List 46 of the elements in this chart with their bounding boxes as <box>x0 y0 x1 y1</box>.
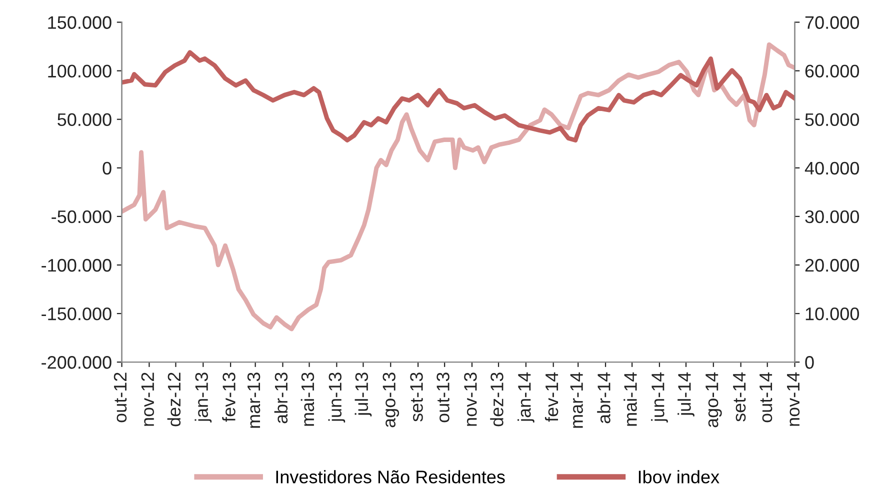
x-tick-label: set-13 <box>410 372 423 422</box>
x-tick-label: abr-14 <box>597 372 610 424</box>
x-tick-label: ago-13 <box>382 372 400 428</box>
x-tick-label: jan-14 <box>518 372 534 422</box>
x-tick-label: jul-13 <box>354 372 372 416</box>
x-tick-label: mai-14 <box>624 372 637 426</box>
legend-label: Ibov index <box>638 470 720 484</box>
x-tick-label: out-13 <box>436 372 450 422</box>
x-tick-label: jun-14 <box>651 372 668 422</box>
y2-tick-label: 70.000 <box>805 16 860 29</box>
x-tick-label: fev-14 <box>544 372 558 422</box>
x-tick-label: ago-14 <box>706 372 722 428</box>
x-tick-label: out-14 <box>760 372 772 422</box>
x-tick-label: dez-13 <box>490 372 504 426</box>
x-tick-label: nov-14 <box>787 372 800 426</box>
y-tick-label: 100.000 <box>48 64 112 78</box>
x-tick-label: jan-13 <box>194 372 212 422</box>
y2-tick-label: 40.000 <box>804 162 860 175</box>
x-tick-label: dez-12 <box>167 372 181 426</box>
x-tick-label: nov-13 <box>464 372 477 426</box>
y2-tick-label: 60.000 <box>805 64 860 78</box>
x-tick-label: nov-12 <box>141 372 154 426</box>
x-tick-label: jun-13 <box>328 372 346 422</box>
y-tick-label: -150.000 <box>42 307 112 320</box>
y-tick-label: 0 <box>102 162 112 175</box>
y2-tick-label: 30.000 <box>805 210 860 224</box>
x-tick-label: out-12 <box>114 372 127 422</box>
y2-tick-label: 0 <box>805 356 814 369</box>
y2-tick-label: 20.000 <box>805 258 860 272</box>
x-tick-label: mar-13 <box>247 372 260 428</box>
y-tick-label: -200.000 <box>42 356 112 369</box>
x-tick-label: set-14 <box>733 372 746 422</box>
x-tick-label: fev-13 <box>222 372 236 422</box>
y2-tick-label: 10.000 <box>806 307 860 320</box>
y-tick-label: 50.000 <box>58 113 112 126</box>
y-tick-label: 150.000 <box>48 16 112 29</box>
y-tick-label: -100.000 <box>42 258 112 272</box>
x-tick-label: jul-14 <box>678 372 694 416</box>
x-tick-label: abr-13 <box>274 372 288 424</box>
y-tick-label: -50.000 <box>52 210 112 224</box>
line-series <box>122 50 795 142</box>
x-tick-label: mai-13 <box>300 372 314 426</box>
x-tick-label: mar-14 <box>570 372 583 428</box>
line-series <box>122 42 795 332</box>
legend-label: Investidores Não Residentes <box>276 470 505 484</box>
y2-tick-label: 50.000 <box>805 113 860 126</box>
